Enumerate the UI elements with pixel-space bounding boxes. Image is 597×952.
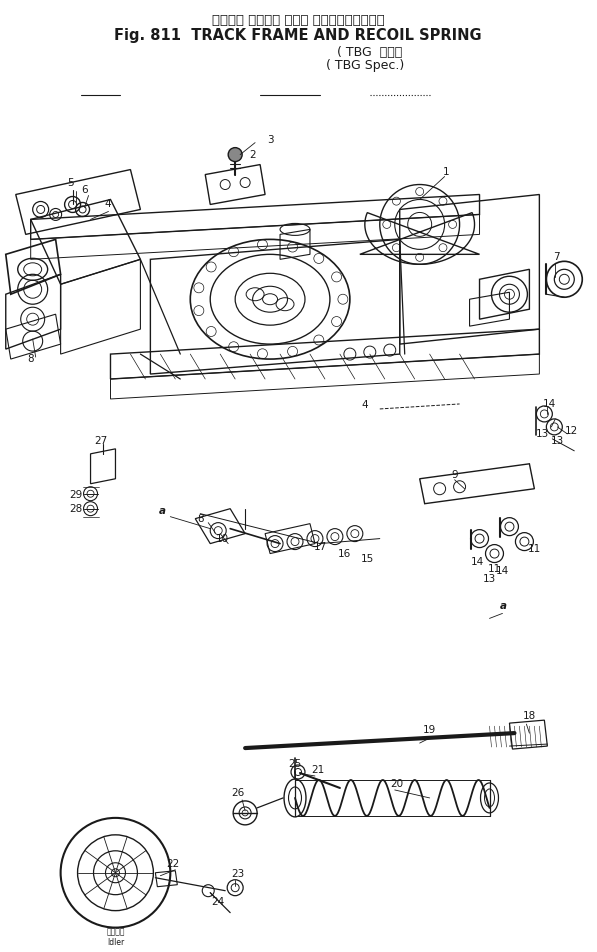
Text: 20: 20 bbox=[390, 779, 404, 789]
Text: 28: 28 bbox=[69, 504, 82, 514]
Text: 21: 21 bbox=[311, 765, 325, 775]
Text: 16: 16 bbox=[338, 548, 352, 559]
Text: 14: 14 bbox=[496, 565, 509, 576]
Text: 13: 13 bbox=[536, 428, 549, 439]
Text: 6: 6 bbox=[81, 185, 88, 194]
Text: ( TBG Spec.): ( TBG Spec.) bbox=[326, 59, 404, 71]
Text: 13: 13 bbox=[550, 436, 564, 446]
Text: 14: 14 bbox=[471, 557, 484, 566]
Text: 7: 7 bbox=[553, 252, 559, 263]
Text: 3: 3 bbox=[267, 134, 273, 145]
Text: 4: 4 bbox=[104, 200, 111, 209]
Text: 29: 29 bbox=[69, 489, 82, 500]
Text: 12: 12 bbox=[565, 426, 578, 436]
Text: アイドラ
Idler: アイドラ Idler bbox=[106, 927, 125, 947]
Text: 17: 17 bbox=[313, 542, 327, 551]
Text: 11: 11 bbox=[488, 564, 501, 573]
Text: 25: 25 bbox=[288, 759, 301, 769]
Text: 22: 22 bbox=[167, 859, 180, 869]
Text: 18: 18 bbox=[523, 711, 536, 722]
Text: 1: 1 bbox=[444, 167, 450, 176]
Text: 13: 13 bbox=[483, 573, 496, 584]
Text: Fig. 811  TRACK FRAME AND RECOIL SPRING: Fig. 811 TRACK FRAME AND RECOIL SPRING bbox=[114, 28, 482, 43]
Text: ( TBG  仕様）: ( TBG 仕様） bbox=[337, 46, 402, 59]
Text: 9: 9 bbox=[451, 469, 458, 480]
Text: 24: 24 bbox=[211, 897, 225, 906]
Circle shape bbox=[228, 148, 242, 162]
Text: 2: 2 bbox=[249, 149, 256, 160]
Text: 26: 26 bbox=[232, 788, 245, 798]
Text: 8: 8 bbox=[197, 514, 204, 524]
Text: 5: 5 bbox=[67, 177, 74, 188]
Text: トラック フレーム および リコイルスプリング: トラック フレーム および リコイルスプリング bbox=[211, 14, 384, 27]
Text: 27: 27 bbox=[94, 436, 107, 446]
Text: a: a bbox=[159, 506, 166, 516]
Text: 11: 11 bbox=[528, 544, 541, 553]
Text: a: a bbox=[500, 602, 507, 611]
Text: 4: 4 bbox=[362, 400, 368, 410]
Text: 14: 14 bbox=[543, 399, 556, 409]
Text: 10: 10 bbox=[216, 534, 229, 544]
Text: 8: 8 bbox=[27, 354, 34, 364]
Text: 23: 23 bbox=[232, 869, 245, 879]
Text: 19: 19 bbox=[423, 725, 436, 735]
Text: 15: 15 bbox=[361, 553, 374, 564]
